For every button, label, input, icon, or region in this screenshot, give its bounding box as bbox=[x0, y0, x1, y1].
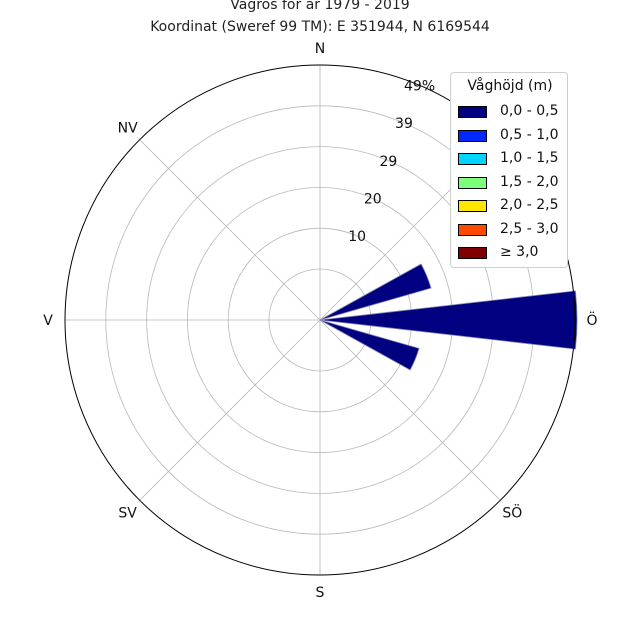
radial-tick-label: 39 bbox=[395, 116, 413, 132]
legend-swatch bbox=[458, 129, 487, 142]
direction-label: SV bbox=[118, 505, 137, 521]
legend-item: 0,0 - 0,5 bbox=[458, 103, 566, 121]
legend-item: 1,5 - 2,0 bbox=[458, 174, 566, 192]
grid-spoke bbox=[319, 319, 501, 501]
legend-label: 1,5 - 2,0 bbox=[500, 173, 559, 190]
grid-spoke bbox=[139, 139, 321, 321]
legend-swatch bbox=[458, 223, 487, 236]
legend-item: 2,0 - 2,5 bbox=[458, 197, 566, 215]
direction-label: N bbox=[315, 41, 325, 57]
legend-swatch bbox=[458, 106, 487, 118]
direction-label: NV bbox=[118, 121, 138, 137]
legend-label: ≥ 3,0 bbox=[500, 244, 539, 260]
legend-label: 2,5 - 3,0 bbox=[500, 220, 559, 237]
direction-label: Ö bbox=[586, 311, 597, 329]
sector-bar bbox=[319, 263, 432, 321]
direction-label: V bbox=[43, 313, 53, 329]
legend: Våghöjd (m) 0,0 - 0,5 0,5 - 1,0 1,0 - 1,5 1… bbox=[450, 72, 568, 268]
chart-title: Vågros för år 1979 - 2019 bbox=[230, 0, 410, 13]
legend-item: ≥ 3,0 bbox=[458, 244, 566, 262]
legend-swatch bbox=[458, 176, 487, 189]
legend-label: 0,5 - 1,0 bbox=[500, 126, 559, 143]
legend-label: 2,0 - 2,5 bbox=[500, 197, 559, 213]
sector-bar bbox=[319, 290, 578, 350]
outer-frame bbox=[64, 64, 576, 576]
legend-label: 1,0 - 1,5 bbox=[500, 150, 559, 166]
direction-label: SÖ bbox=[502, 503, 522, 521]
radial-tick-label: 10 bbox=[348, 229, 366, 245]
legend-swatch bbox=[458, 153, 487, 165]
radial-tick-label: 49% bbox=[404, 78, 435, 94]
radial-tick-label: 20 bbox=[364, 191, 382, 207]
legend-item: 2,5 - 3,0 bbox=[458, 221, 566, 239]
legend-item: 0,5 - 1,0 bbox=[458, 127, 566, 145]
direction-label: S bbox=[316, 585, 325, 601]
radial-tick-label: 29 bbox=[379, 154, 397, 170]
legend-swatch bbox=[458, 200, 487, 212]
legend-title: Våghöjd (m) bbox=[467, 78, 553, 94]
legend-swatch bbox=[458, 247, 487, 259]
chart-subtitle: Koordinat (Sweref 99 TM): E 351944, N 61… bbox=[150, 19, 490, 35]
legend-item: 1,0 - 1,5 bbox=[458, 150, 566, 168]
sector-bar bbox=[319, 319, 420, 371]
grid-spoke bbox=[139, 319, 321, 501]
legend-label: 0,0 - 0,5 bbox=[500, 103, 559, 119]
